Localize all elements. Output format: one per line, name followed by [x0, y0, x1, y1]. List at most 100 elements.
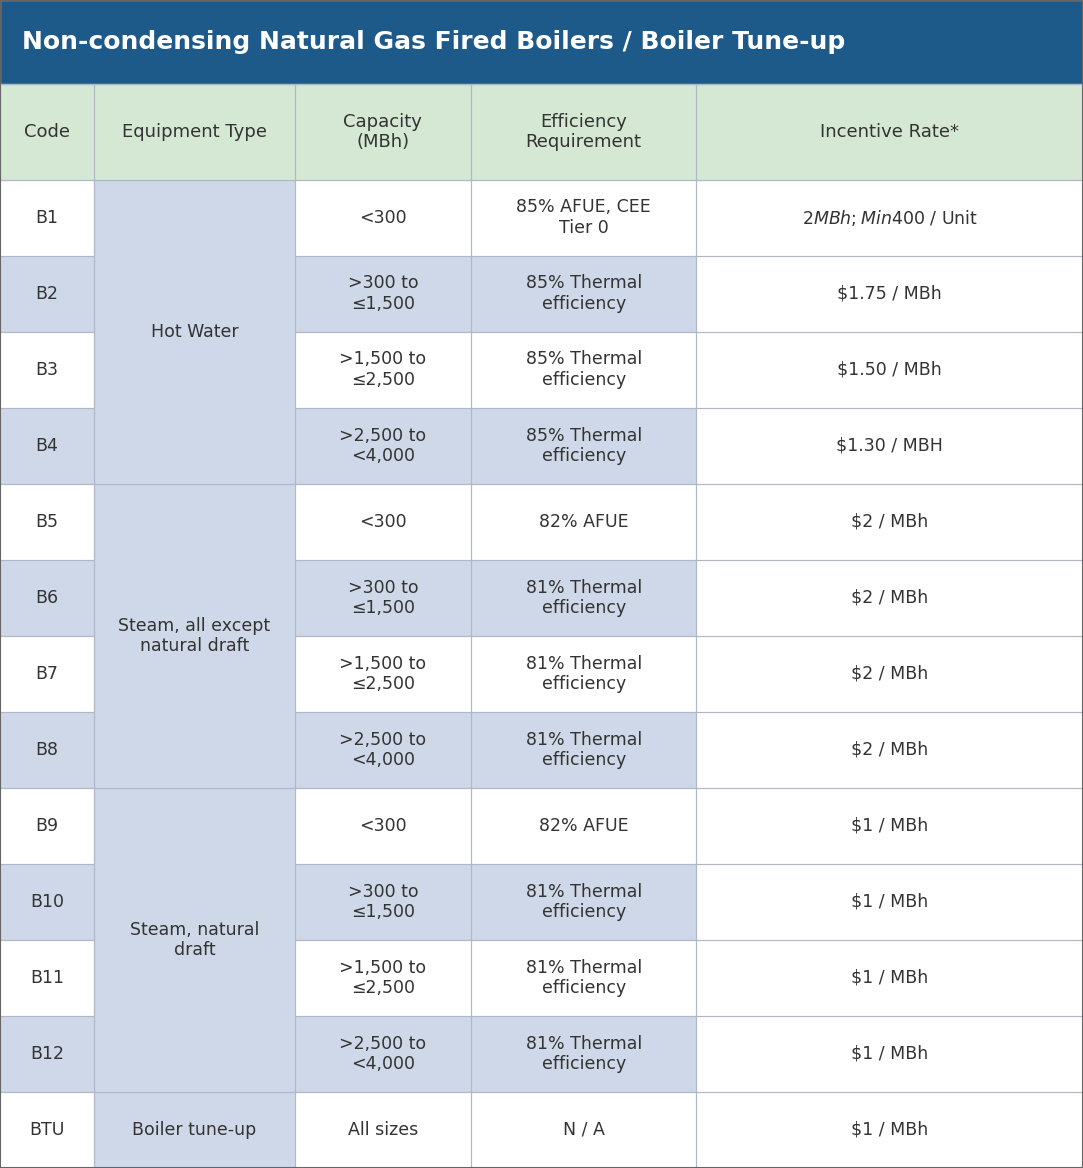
- Bar: [696, 635, 1083, 712]
- Bar: [94, 84, 295, 180]
- Text: Efficiency
Requirement: Efficiency Requirement: [525, 112, 642, 152]
- Text: Hot Water: Hot Water: [151, 322, 238, 341]
- Bar: [471, 864, 696, 940]
- Text: 81% Thermal
efficiency: 81% Thermal efficiency: [525, 1035, 642, 1073]
- Text: 85% Thermal
efficiency: 85% Thermal efficiency: [525, 274, 642, 313]
- Bar: [696, 484, 1083, 559]
- Bar: [0, 712, 94, 788]
- Text: Capacity
(MBh): Capacity (MBh): [343, 112, 422, 152]
- Bar: [696, 712, 1083, 788]
- Text: >1,500 to
≤2,500: >1,500 to ≤2,500: [339, 959, 427, 997]
- Bar: [0, 484, 94, 559]
- Bar: [0, 788, 94, 864]
- Text: >300 to
≤1,500: >300 to ≤1,500: [348, 274, 418, 313]
- Text: B4: B4: [36, 437, 58, 454]
- Text: B1: B1: [36, 209, 58, 227]
- Text: Steam, all except
natural draft: Steam, all except natural draft: [118, 617, 271, 655]
- Text: Steam, natural
draft: Steam, natural draft: [130, 920, 259, 959]
- Text: $2 / MBh: $2 / MBh: [851, 741, 928, 759]
- Text: $2 / MBh: $2 / MBh: [851, 665, 928, 683]
- Bar: [0, 1092, 94, 1168]
- Bar: [0, 559, 94, 635]
- Bar: [696, 332, 1083, 408]
- Text: 81% Thermal
efficiency: 81% Thermal efficiency: [525, 578, 642, 618]
- Text: B7: B7: [36, 665, 58, 683]
- Text: B9: B9: [36, 816, 58, 835]
- Text: $1 / MBh: $1 / MBh: [851, 816, 928, 835]
- Bar: [0, 0, 1083, 84]
- Bar: [0, 940, 94, 1016]
- Bar: [471, 1092, 696, 1168]
- Bar: [471, 788, 696, 864]
- Text: >300 to
≤1,500: >300 to ≤1,500: [348, 883, 418, 922]
- Bar: [696, 788, 1083, 864]
- Bar: [696, 84, 1083, 180]
- Bar: [0, 408, 94, 484]
- Text: $2 / MBh: $2 / MBh: [851, 589, 928, 607]
- Bar: [696, 940, 1083, 1016]
- Bar: [295, 559, 471, 635]
- Text: B5: B5: [36, 513, 58, 531]
- Bar: [471, 484, 696, 559]
- Text: >300 to
≤1,500: >300 to ≤1,500: [348, 578, 418, 618]
- Bar: [295, 256, 471, 332]
- Bar: [295, 559, 471, 635]
- Bar: [295, 1016, 471, 1092]
- Text: $1.30 / MBH: $1.30 / MBH: [836, 437, 943, 454]
- Bar: [295, 84, 471, 180]
- Bar: [696, 84, 1083, 180]
- Text: >1,500 to
≤2,500: >1,500 to ≤2,500: [339, 654, 427, 694]
- Bar: [94, 484, 295, 788]
- Bar: [471, 256, 696, 332]
- Bar: [471, 864, 696, 940]
- Text: B11: B11: [30, 969, 64, 987]
- Bar: [295, 712, 471, 788]
- Text: 81% Thermal
efficiency: 81% Thermal efficiency: [525, 654, 642, 694]
- Bar: [0, 180, 94, 256]
- Bar: [471, 84, 696, 180]
- Bar: [0, 332, 94, 408]
- Bar: [471, 635, 696, 712]
- Bar: [696, 1092, 1083, 1168]
- Bar: [94, 180, 295, 484]
- Bar: [0, 256, 94, 332]
- Bar: [471, 180, 696, 256]
- Text: 81% Thermal
efficiency: 81% Thermal efficiency: [525, 730, 642, 770]
- Bar: [696, 788, 1083, 864]
- Bar: [696, 256, 1083, 332]
- Bar: [94, 484, 295, 788]
- Bar: [94, 1092, 295, 1168]
- Bar: [0, 712, 94, 788]
- Bar: [471, 256, 696, 332]
- Bar: [471, 180, 696, 256]
- Bar: [0, 84, 94, 180]
- Bar: [295, 788, 471, 864]
- Text: 85% Thermal
efficiency: 85% Thermal efficiency: [525, 426, 642, 465]
- Text: $1.75 / MBh: $1.75 / MBh: [837, 285, 942, 303]
- Text: B6: B6: [36, 589, 58, 607]
- Bar: [295, 1092, 471, 1168]
- Bar: [696, 712, 1083, 788]
- Bar: [0, 788, 94, 864]
- Text: $1.50 / MBh: $1.50 / MBh: [837, 361, 942, 378]
- Bar: [295, 408, 471, 484]
- Bar: [295, 484, 471, 559]
- Text: B2: B2: [36, 285, 58, 303]
- Bar: [696, 484, 1083, 559]
- Bar: [696, 256, 1083, 332]
- Bar: [696, 332, 1083, 408]
- Bar: [471, 559, 696, 635]
- Bar: [295, 84, 471, 180]
- Bar: [295, 332, 471, 408]
- Bar: [0, 1016, 94, 1092]
- Text: $2 MBh; Min $400 / Unit: $2 MBh; Min $400 / Unit: [801, 208, 978, 228]
- Bar: [0, 864, 94, 940]
- Text: B8: B8: [36, 741, 58, 759]
- Bar: [696, 408, 1083, 484]
- Bar: [94, 788, 295, 1092]
- Text: 85% AFUE, CEE
Tier 0: 85% AFUE, CEE Tier 0: [517, 199, 651, 237]
- Bar: [0, 1016, 94, 1092]
- Bar: [471, 712, 696, 788]
- Bar: [471, 408, 696, 484]
- Bar: [696, 864, 1083, 940]
